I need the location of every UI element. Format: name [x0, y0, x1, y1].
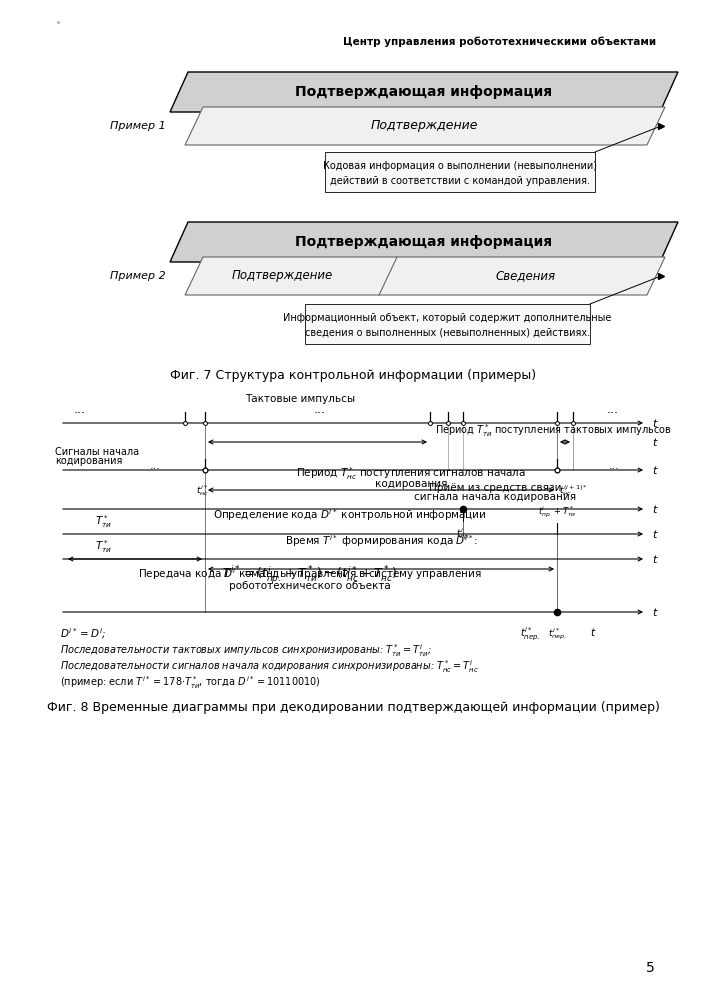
Text: Сведения: Сведения [495, 269, 555, 282]
Bar [305, 304, 590, 344]
Polygon shape [170, 72, 678, 112]
Polygon shape [185, 107, 665, 145]
Text: Приём из средств связи: Приём из средств связи [428, 483, 561, 493]
Text: ...: ... [314, 403, 326, 416]
Text: $t$: $t$ [652, 606, 659, 618]
Text: Сигналы начала: Сигналы начала [55, 447, 139, 457]
Text: Последовательности сигналов начала кодирования синхронизированы: $T^*_{нс}= T_{н: Последовательности сигналов начала кодир… [60, 658, 479, 675]
Text: $t_{нс}^{(i+1)*}$: $t_{нс}^{(i+1)*}$ [559, 483, 588, 498]
Text: $t$: $t$ [652, 417, 659, 429]
Text: $t$: $t$ [652, 528, 659, 540]
Text: $T^*_{ти}$: $T^*_{ти}$ [95, 513, 112, 530]
Text: Подтверждение: Подтверждение [370, 119, 478, 132]
Text: ...: ... [609, 461, 619, 471]
Text: $t$: $t$ [590, 626, 597, 638]
Text: Период $T^*_{ти}$ поступления тактовых импульсов: Период $T^*_{ти}$ поступления тактовых и… [435, 422, 672, 439]
Text: сведения о выполненных (невыполненных) действиях.: сведения о выполненных (невыполненных) д… [305, 328, 590, 338]
Polygon shape [170, 222, 678, 262]
Text: $t_{пер.}^{i*}$: $t_{пер.}^{i*}$ [520, 626, 540, 643]
Text: $D^{i*} = D^{i}$;: $D^{i*} = D^{i}$; [60, 626, 106, 641]
Text: Подтверждающая информация: Подтверждающая информация [296, 235, 553, 249]
Text: $t_{пр.}^{i}+T^*_{ти}$: $t_{пр.}^{i}+T^*_{ти}$ [538, 504, 576, 520]
Text: кодирования: кодирования [55, 456, 122, 466]
Text: Подтверждение: Подтверждение [231, 269, 332, 282]
Text: ...: ... [74, 403, 86, 416]
Text: Информационный объект, который содержит дополнительные: Информационный объект, который содержит … [284, 313, 612, 323]
Text: $t_{пр.}^{i}$: $t_{пр.}^{i}$ [455, 527, 470, 542]
Text: Пример 1: Пример 1 [110, 121, 166, 131]
Text: Последовательности тактовых импульсов синхронизированы: $T^*_{ти}= T_{ти}^{i}$;: Последовательности тактовых импульсов си… [60, 642, 432, 659]
Text: $t$: $t$ [652, 464, 659, 476]
Text: Пример 2: Пример 2 [110, 271, 166, 281]
Text: Фиг. 8 Временные диаграммы при декодировании подтверждающей информации (пример): Фиг. 8 Временные диаграммы при декодиров… [47, 700, 660, 714]
Bar [325, 152, 595, 192]
Text: ...: ... [150, 461, 160, 471]
Text: кодирования: кодирования [375, 479, 448, 489]
Text: $t$: $t$ [652, 436, 659, 448]
Text: $t_{нс}^{i*}$: $t_{нс}^{i*}$ [197, 483, 209, 498]
Text: сигнала начала кодирования: сигнала начала кодирования [414, 492, 576, 502]
Text: Передача кода $D^{i}$ команды управления в систему управления: Передача кода $D^{i}$ команды управления… [138, 566, 482, 582]
Text: Определение кода $D^{i*}$ контрольной информации: Определение кода $D^{i*}$ контрольной ин… [214, 507, 486, 523]
Text: Центр управления робототехническими объектами: Центр управления робототехническими объе… [344, 37, 657, 47]
Text: $t_{пер.}^{i*}$: $t_{пер.}^{i*}$ [547, 626, 566, 642]
Text: Кодовая информация о выполнении (невыполнении): Кодовая информация о выполнении (невыпол… [323, 161, 597, 171]
Text: Фиг. 7 Структура контрольной информации (примеры): Фиг. 7 Структура контрольной информации … [170, 368, 536, 381]
Text: $T^*_{ти}$: $T^*_{ти}$ [95, 538, 112, 555]
Text: $T^{i*} = (t_{пр.}^{i}+T^*_{ти}) - (t_{нс}^{i*}+T^*_{нс})$: $T^{i*} = (t_{пр.}^{i}+T^*_{ти}) - (t_{н… [222, 564, 398, 586]
Polygon shape [185, 257, 665, 295]
Text: $t$: $t$ [652, 503, 659, 515]
Text: 5: 5 [645, 961, 655, 975]
Text: действий в соответствии с командой управления.: действий в соответствии с командой управ… [330, 176, 590, 186]
Text: Период $T^*_{нс}$ поступления сигналов начала: Период $T^*_{нс}$ поступления сигналов н… [296, 465, 526, 482]
Text: Подтверждающая информация: Подтверждающая информация [296, 85, 553, 99]
Text: ...: ... [607, 403, 619, 416]
Text: $t$: $t$ [652, 553, 659, 565]
Text: (пример: если $T^{i*} = 178{\cdot}T^*_{ти}$, тогда $D^{i*} = 10110010$): (пример: если $T^{i*} = 178{\cdot}T^*_{т… [60, 674, 321, 691]
Text: Время $T^{i*}$ формирования кода $D^{i*}$:: Время $T^{i*}$ формирования кода $D^{i*}… [285, 533, 477, 549]
Text: робототехнического объекта: робототехнического объекта [229, 581, 391, 591]
Text: Тактовые импульсы: Тактовые импульсы [245, 394, 355, 404]
